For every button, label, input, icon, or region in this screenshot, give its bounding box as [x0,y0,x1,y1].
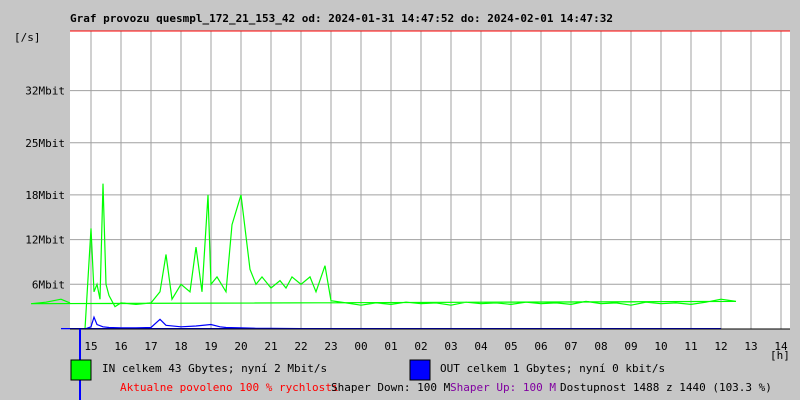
x-tick-label: 13 [744,340,757,353]
x-tick-label: 09 [624,340,637,353]
y-tick-label: 12Mbit [25,234,65,247]
x-tick-label: 01 [384,340,397,353]
x-tick-label: 17 [144,340,157,353]
footer-shaper-down: Shaper Down: 100 M [331,381,451,394]
x-tick-label: 07 [564,340,577,353]
x-tick-label: 06 [534,340,547,353]
x-tick-label: 15 [84,340,97,353]
y-tick-label: 6Mbit [32,278,65,291]
grid [70,31,790,329]
x-tick-label: 02 [414,340,427,353]
x-tick-labels: 15 16 17 18 19 20 21 22 23 00 01 02 03 04 05 06 07 08 09 10… [84,340,788,353]
x-tick-label: 05 [504,340,517,353]
x-tick-label: 03 [444,340,457,353]
footer-availability: Dostupnost 1488 z 1440 (103.3 %) [560,381,772,394]
series-line-in [30,183,737,330]
x-tick-label: 10 [654,340,667,353]
y-tick-label: 25Mbit [25,137,65,150]
x-axis-label: [h] [770,349,790,362]
plot-area [70,31,790,329]
x-tick-label: 21 [264,340,277,353]
y-tick-labels: 6Mbit 12Mbit 18Mbit 25Mbit 32Mbit [25,85,65,292]
legend-out-text: OUT celkem 1 Gbytes; nyní 0 kbit/s [440,362,665,375]
y-axis-label: [/s] [14,31,41,44]
x-tick-label: 18 [174,340,187,353]
x-tick-label: 14 [774,340,788,353]
chart-title: Graf provozu quesmpl_172_21_153_42 od: 2… [70,12,613,25]
y-tick-label: 18Mbit [25,189,65,202]
legend-in-text: IN celkem 43 Gbytes; nyní 2 Mbit/s [102,362,327,375]
x-tick-label: 19 [204,340,217,353]
x-tick-label: 20 [234,340,247,353]
y-tick-label: 32Mbit [25,85,65,98]
legend-in-swatch [70,359,92,381]
x-tick-label: 22 [294,340,307,353]
footer-shaper-up: Shaper Up: 100 M [450,381,556,394]
footer-allowed-speed: Aktualne povoleno 100 % rychlosti [120,381,339,394]
x-tick-label: 12 [714,340,727,353]
x-tick-label: 23 [324,340,337,353]
x-tick-label: 16 [114,340,127,353]
x-tick-label: 04 [474,340,488,353]
x-tick-label: 00 [354,340,367,353]
x-tick-label: 11 [684,340,697,353]
legend-out-swatch [409,359,431,381]
x-tick-label: 08 [594,340,607,353]
